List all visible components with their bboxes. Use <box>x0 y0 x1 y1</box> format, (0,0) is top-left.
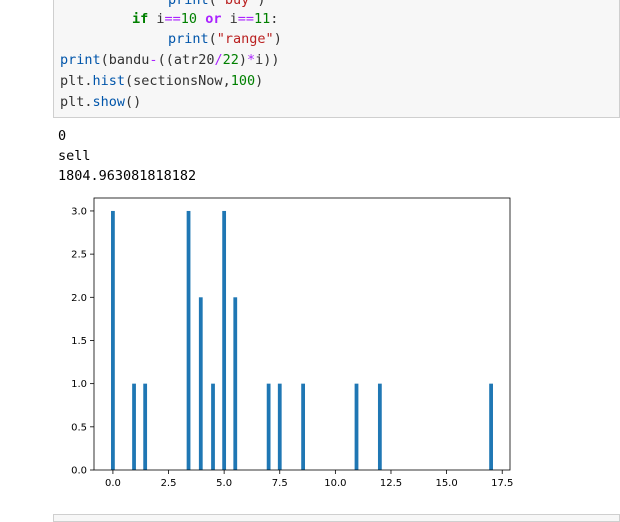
histogram-bar <box>211 383 215 470</box>
code-token: (sectionsNow, <box>125 73 231 89</box>
code-token: == <box>164 11 181 27</box>
code-token: ) <box>273 31 282 47</box>
code-line-print-buy: print("buy") <box>168 0 266 10</box>
histogram-bar <box>301 383 306 470</box>
y-tick-label: 1.5 <box>71 336 87 347</box>
histogram-bar <box>489 383 493 470</box>
code-token: hist <box>92 73 126 89</box>
histogram-bar <box>377 383 382 470</box>
output-line: 0 <box>58 128 67 144</box>
code-token: 100 <box>230 73 256 89</box>
code-cell[interactable]: print("buy") if i==10 or i==11: print("r… <box>53 0 620 118</box>
code-line-plt-hist: plt.hist(sectionsNow,100) <box>60 72 263 91</box>
code-token: or <box>205 11 222 27</box>
y-tick-label: 2.5 <box>71 250 87 261</box>
code-line-if: if i==10 or i==11: <box>132 10 278 29</box>
code-line-print-range: print("range") <box>168 30 282 49</box>
code-token: / <box>214 52 223 68</box>
code-token: i <box>148 11 165 27</box>
code-token: - <box>149 52 158 68</box>
histogram-bar <box>354 383 359 470</box>
code-token: print <box>168 31 209 47</box>
output-line: sell <box>58 148 91 164</box>
code-token: ) <box>257 0 266 8</box>
code-token: print <box>60 52 101 68</box>
x-tick-label: 10.0 <box>324 478 346 489</box>
code-token: "buy" <box>216 0 258 8</box>
histogram-bar <box>111 210 115 470</box>
histogram-bar <box>233 297 238 470</box>
histogram-bar <box>277 383 282 470</box>
y-tick-label: 1.0 <box>71 379 87 390</box>
next-code-cell[interactable] <box>53 514 620 522</box>
code-token: ) <box>255 73 264 89</box>
code-token: plt. <box>60 94 93 110</box>
x-tick-label: 7.5 <box>272 478 288 489</box>
code-token: show <box>92 94 126 110</box>
x-tick-label: 15.0 <box>435 478 457 489</box>
x-tick-label: 17.5 <box>491 478 513 489</box>
histogram-bar <box>132 383 136 470</box>
code-token: ( <box>208 31 217 47</box>
code-token: plt. <box>60 73 93 89</box>
code-line-plt-show: plt.show() <box>60 93 141 112</box>
x-tick-label: 0.0 <box>105 478 121 489</box>
code-token: print <box>168 0 209 8</box>
code-token: ) <box>238 52 248 68</box>
code-token: "range" <box>216 31 274 47</box>
code-token: 10 <box>180 11 198 27</box>
output-line: 1804.963081818182 <box>58 168 197 184</box>
code-token: * <box>247 52 256 68</box>
code-token: 22 <box>222 52 239 68</box>
code-token: i)) <box>255 52 280 68</box>
code-token: if <box>132 11 149 27</box>
code-token: () <box>125 94 142 110</box>
y-tick-label: 2.0 <box>71 293 87 304</box>
x-tick-label: 12.5 <box>380 478 402 489</box>
histogram-bar <box>266 383 271 470</box>
histogram-bar <box>186 210 191 470</box>
x-tick-label: 5.0 <box>216 478 232 489</box>
histogram-bar <box>143 383 148 470</box>
histogram-bar <box>198 297 203 470</box>
code-token: ((atr20 <box>157 52 215 68</box>
output-area: 0 sell 1804.963081818182 <box>58 126 618 186</box>
x-tick-label: 2.5 <box>161 478 177 489</box>
plot-frame <box>93 197 511 471</box>
code-token: == <box>237 11 254 27</box>
code-token: 11 <box>254 11 271 27</box>
code-token: ( <box>208 0 217 8</box>
code-token: (bandu <box>100 52 150 68</box>
histogram-bar <box>222 210 227 470</box>
code-token: : <box>270 11 279 27</box>
code-line-print-bandu: print(bandu-((atr20/22)*i)) <box>60 51 280 70</box>
y-tick-label: 0.0 <box>71 466 87 477</box>
code-token: i <box>221 11 238 27</box>
y-tick-label: 3.0 <box>71 206 87 217</box>
histogram-chart: 0.0 2.5 5.0 7.5 10.0 12.5 15.0 17.5 0.0 0.5 1.0 1.5… <box>71 197 513 489</box>
y-tick-label: 0.5 <box>71 422 87 433</box>
